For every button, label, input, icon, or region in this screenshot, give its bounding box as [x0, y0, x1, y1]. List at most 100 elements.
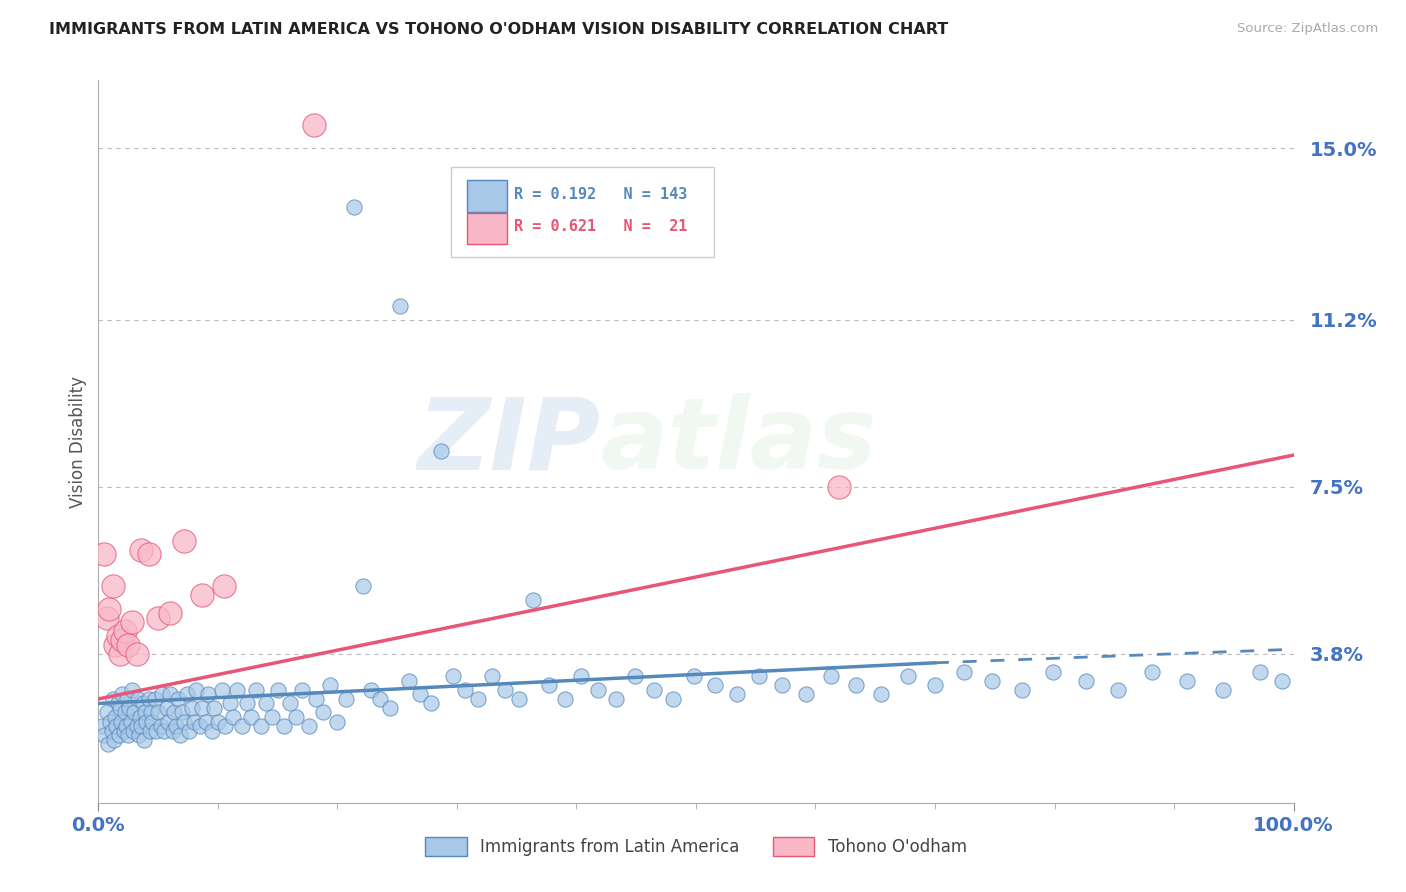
Point	[101, 692, 124, 706]
Point	[952, 665, 974, 679]
Point	[165, 719, 187, 733]
Point	[115, 692, 138, 706]
Point	[139, 723, 162, 738]
Point	[100, 723, 122, 738]
Point	[430, 443, 453, 458]
Point	[870, 687, 893, 701]
Point	[284, 710, 307, 724]
Point	[494, 682, 516, 697]
Text: Source: ZipAtlas.com: Source: ZipAtlas.com	[1237, 22, 1378, 36]
Point	[896, 669, 918, 683]
Point	[104, 710, 127, 724]
Point	[91, 719, 114, 733]
Point	[191, 588, 214, 602]
Point	[173, 714, 195, 729]
Point	[176, 687, 198, 701]
Point	[343, 200, 366, 214]
Point	[105, 719, 128, 733]
Point	[454, 682, 477, 697]
Point	[481, 669, 503, 683]
Point	[207, 714, 229, 729]
FancyBboxPatch shape	[451, 167, 714, 257]
Point	[122, 723, 145, 738]
Point	[260, 710, 283, 724]
Legend: Immigrants from Latin America, Tohono O'odham: Immigrants from Latin America, Tohono O'…	[419, 830, 973, 863]
Point	[662, 692, 685, 706]
Point	[148, 610, 170, 624]
Point	[305, 692, 328, 706]
Point	[149, 719, 172, 733]
Point	[240, 710, 263, 724]
Point	[134, 706, 156, 720]
Point	[319, 678, 342, 692]
Point	[828, 480, 851, 494]
Point	[115, 719, 138, 733]
Point	[129, 710, 152, 724]
Point	[108, 647, 131, 661]
FancyBboxPatch shape	[467, 180, 508, 211]
Point	[188, 719, 211, 733]
Point	[1142, 665, 1164, 679]
Point	[117, 638, 139, 652]
Point	[211, 682, 233, 697]
Point	[201, 723, 224, 738]
Point	[118, 701, 141, 715]
Point	[131, 542, 153, 557]
Point	[104, 638, 127, 652]
Point	[326, 714, 349, 729]
Point	[125, 647, 148, 661]
Point	[352, 579, 374, 593]
Point	[121, 682, 143, 697]
Point	[111, 633, 134, 648]
Point	[107, 697, 129, 711]
Point	[131, 697, 153, 711]
Point	[605, 692, 627, 706]
Point	[231, 719, 253, 733]
Point	[169, 728, 191, 742]
Point	[1074, 673, 1097, 688]
Point	[254, 697, 277, 711]
Point	[112, 723, 135, 738]
Point	[222, 710, 245, 724]
Point	[212, 579, 235, 593]
Point	[1011, 682, 1033, 697]
Point	[924, 678, 946, 692]
Point	[124, 706, 146, 720]
Point	[197, 687, 219, 701]
Point	[96, 610, 118, 624]
Point	[138, 548, 160, 562]
Point	[291, 682, 314, 697]
Point	[820, 669, 842, 683]
Point	[335, 692, 357, 706]
Point	[748, 669, 770, 683]
Point	[103, 732, 125, 747]
Point	[138, 692, 160, 706]
Point	[845, 678, 868, 692]
Point	[127, 692, 149, 706]
Point	[150, 687, 173, 701]
Point	[226, 682, 249, 697]
Point	[250, 719, 273, 733]
Point	[302, 119, 325, 133]
Point	[167, 692, 190, 706]
Point	[214, 719, 236, 733]
Point	[370, 692, 392, 706]
Point	[191, 701, 214, 715]
Point	[159, 687, 181, 701]
Point	[98, 601, 121, 615]
Point	[156, 714, 179, 729]
Point	[378, 701, 401, 715]
Point	[101, 579, 124, 593]
Point	[186, 682, 208, 697]
Point	[441, 669, 464, 683]
Point	[121, 615, 143, 630]
Point	[624, 669, 647, 683]
Point	[770, 678, 793, 692]
Point	[273, 719, 295, 733]
Point	[1271, 673, 1294, 688]
Point	[135, 714, 157, 729]
Point	[143, 692, 166, 706]
Point	[537, 678, 560, 692]
Point	[145, 723, 167, 738]
Point	[398, 673, 420, 688]
